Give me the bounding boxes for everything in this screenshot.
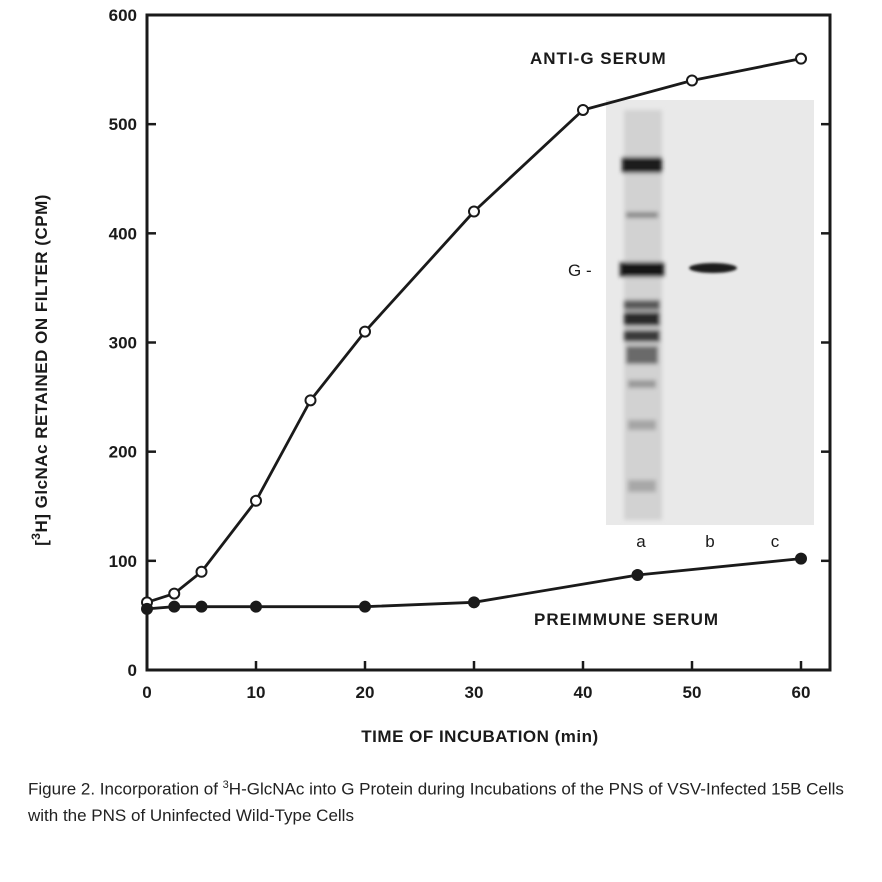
x-tick-label: 60 [792, 683, 811, 702]
y-tick-label: 500 [109, 115, 137, 134]
y-tick-label: 300 [109, 334, 137, 353]
data-point-anti-g [468, 205, 480, 218]
data-point-anti-g [195, 565, 208, 578]
x-tick-label: 40 [574, 683, 593, 702]
figure: G - a b c 0 10 20 30 40 50 6001002003004005006… [29, 6, 832, 746]
y-tick-label: 200 [109, 443, 137, 462]
y-axis-title-rest: H] GlcNAc RETAINED ON FILTER (CPM) [32, 194, 51, 532]
series-label-anti-g: ANTI-G SERUM [530, 49, 667, 68]
y-axis-title-sup: 3 [29, 533, 43, 540]
data-point-anti-g [577, 103, 589, 116]
x-tick-label: 50 [683, 683, 702, 702]
series-line-anti-g [146, 57, 802, 604]
gel-lane-label-c: c [771, 532, 780, 551]
caption-rest: H-GlcNAc into G Protein during Incubatio… [28, 779, 844, 825]
data-point-anti-g [304, 394, 317, 407]
x-tick-label: 20 [356, 683, 375, 702]
y-tick-label: 600 [109, 6, 137, 25]
data-point-preimmune [250, 600, 262, 613]
gel-band-g-label: G - [568, 261, 592, 280]
data-point-preimmune [141, 602, 153, 615]
data-point-anti-g [686, 74, 698, 87]
caption-prefix: Figure 2. Incorporation of [28, 779, 223, 799]
data-point-preimmune [468, 596, 480, 609]
gel-lane-a [620, 110, 664, 520]
data-point-anti-g [250, 494, 262, 507]
figure-caption: Figure 2. Incorporation of 3H-GlcNAc int… [28, 772, 858, 829]
data-point-preimmune [631, 569, 644, 582]
data-point-preimmune [359, 600, 371, 613]
y-axis-title: [3H] GlcNAc RETAINED ON FILTER (CPM) [29, 194, 51, 546]
data-point-preimmune [195, 600, 208, 613]
x-axis-title: TIME OF INCUBATION (min) [361, 727, 598, 746]
gel-lane-b [689, 263, 737, 273]
y-tick-label: 0 [128, 661, 137, 680]
data-point-preimmune [795, 552, 807, 565]
y-tick-label: 100 [109, 552, 137, 571]
y-tick-label: 400 [109, 224, 137, 243]
data-point-anti-g [359, 325, 371, 338]
gel-lane-label-a: a [636, 532, 646, 551]
data-point-anti-g [795, 52, 807, 65]
gel-lane-label-b: b [705, 532, 714, 551]
series-group [141, 52, 807, 615]
data-point-preimmune [168, 600, 181, 613]
gel-inset: G - a b c [568, 100, 814, 551]
caption-sup: 3 [222, 779, 229, 791]
x-tick-label: 0 [142, 683, 151, 702]
x-tick-label: 30 [465, 683, 484, 702]
data-point-anti-g [168, 587, 181, 600]
y-axis-title-prefix: [ [32, 540, 51, 546]
series-label-preimmune: PREIMMUNE SERUM [534, 610, 719, 629]
x-tick-label: 10 [247, 683, 266, 702]
